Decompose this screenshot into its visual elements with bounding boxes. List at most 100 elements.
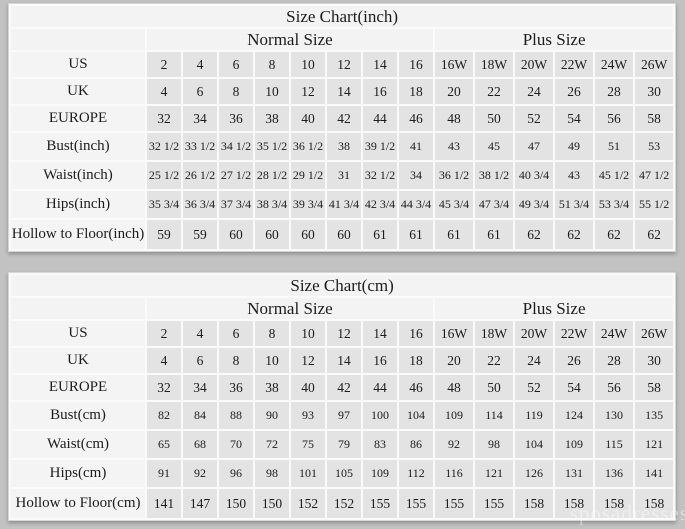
size-value-cell: 36: [219, 106, 253, 131]
size-value-cell: 62: [595, 220, 633, 249]
size-value-cell: 62: [555, 220, 593, 249]
size-value-cell: 25 1/2: [147, 162, 181, 189]
row-label: US: [11, 52, 145, 77]
size-value-cell: 100: [363, 402, 397, 429]
size-chart-cm-table: Size Chart(cm) Normal Size Plus Size US 2 4 6 8…: [8, 272, 677, 521]
size-value-cell: 32 1/2: [147, 133, 181, 160]
size-value-cell: 158: [635, 489, 674, 518]
table-row: Hollow to Floor(inch) 59 59 60 60 60 60 61 61 61 6…: [11, 220, 674, 249]
size-value-cell: 8: [255, 321, 289, 346]
size-value-cell: 24W: [595, 52, 633, 77]
size-value-cell: 45: [475, 133, 513, 160]
size-value-cell: 116: [435, 460, 473, 487]
size-value-cell: 60: [291, 220, 325, 249]
size-value-cell: 44: [363, 106, 397, 131]
size-value-cell: 48: [435, 106, 473, 131]
size-value-cell: 26: [555, 348, 593, 373]
size-value-cell: 83: [363, 431, 397, 458]
size-value-cell: 54: [555, 106, 593, 131]
size-value-cell: 104: [515, 431, 553, 458]
size-value-cell: 46: [399, 106, 433, 131]
size-value-cell: 36: [219, 375, 253, 400]
size-value-cell: 14: [363, 321, 397, 346]
size-value-cell: 28: [595, 79, 633, 104]
row-label: Hips(inch): [11, 191, 145, 218]
table-row: Waist(cm) 65 68 70 72 75 79 83 86 92 98 104 109 115 12…: [11, 431, 674, 458]
size-value-cell: 109: [363, 460, 397, 487]
size-value-cell: 27 1/2: [219, 162, 253, 189]
size-value-cell: 18W: [475, 52, 513, 77]
row-label: Hollow to Floor(inch): [11, 220, 145, 249]
size-value-cell: 4: [183, 52, 217, 77]
size-value-cell: 61: [475, 220, 513, 249]
size-value-cell: 152: [327, 489, 361, 518]
size-value-cell: 60: [255, 220, 289, 249]
size-value-cell: 45 1/2: [595, 162, 633, 189]
size-value-cell: 10: [291, 321, 325, 346]
size-value-cell: 55 1/2: [635, 191, 674, 218]
size-value-cell: 60: [327, 220, 361, 249]
size-value-cell: 8: [219, 79, 253, 104]
size-value-cell: 6: [219, 52, 253, 77]
table-row: Hips(inch) 35 3/4 36 3/4 37 3/4 38 3/4 39 3/4…: [11, 191, 674, 218]
size-value-cell: 26W: [635, 52, 674, 77]
size-value-cell: 43: [435, 133, 473, 160]
table-row: UK 4 6 8 10 12 14 16 18 20 22 24 26 28 30: [11, 348, 674, 373]
size-value-cell: 68: [183, 431, 217, 458]
size-chart-inch-table: Size Chart(inch) Normal Size Plus Size US 2 4…: [8, 3, 677, 252]
column-group-plus-size: Plus Size: [435, 298, 674, 319]
size-value-cell: 53 3/4: [595, 191, 633, 218]
size-value-cell: 92: [435, 431, 473, 458]
size-value-cell: 31: [327, 162, 361, 189]
row-label: Waist(cm): [11, 431, 145, 458]
table-row: Bust(inch) 32 1/2 33 1/2 34 1/2 35 1/2 36 1/2…: [11, 133, 674, 160]
row-label: EUROPE: [11, 375, 145, 400]
size-value-cell: 54: [555, 375, 593, 400]
size-value-cell: 6: [183, 79, 217, 104]
size-value-cell: 37 3/4: [219, 191, 253, 218]
size-value-cell: 14: [327, 348, 361, 373]
table-row: Hollow to Floor(cm) 141 147 150 150 152 152 155…: [11, 489, 674, 518]
size-value-cell: 121: [475, 460, 513, 487]
row-label: Hollow to Floor(cm): [11, 489, 145, 518]
size-value-cell: 61: [435, 220, 473, 249]
size-value-cell: 60: [219, 220, 253, 249]
size-value-cell: 47: [515, 133, 553, 160]
size-value-cell: 114: [475, 402, 513, 429]
size-value-cell: 50: [475, 106, 513, 131]
size-value-cell: 46: [399, 375, 433, 400]
size-value-cell: 56: [595, 375, 633, 400]
size-value-cell: 36 1/2: [435, 162, 473, 189]
size-value-cell: 16: [399, 52, 433, 77]
size-value-cell: 91: [147, 460, 181, 487]
size-value-cell: 84: [183, 402, 217, 429]
size-value-cell: 109: [435, 402, 473, 429]
size-value-cell: 131: [555, 460, 593, 487]
row-label: US: [11, 321, 145, 346]
size-value-cell: 38 1/2: [475, 162, 513, 189]
size-value-cell: 2: [147, 52, 181, 77]
size-value-cell: 41 3/4: [327, 191, 361, 218]
size-value-cell: 36 1/2: [291, 133, 325, 160]
size-value-cell: 155: [399, 489, 433, 518]
size-value-cell: 155: [435, 489, 473, 518]
size-value-cell: 35 1/2: [255, 133, 289, 160]
size-value-cell: 115: [595, 431, 633, 458]
size-value-cell: 42: [327, 106, 361, 131]
table-row: Waist(inch) 25 1/2 26 1/2 27 1/2 28 1/2 29 1/…: [11, 162, 674, 189]
size-value-cell: 109: [555, 431, 593, 458]
size-value-cell: 49: [555, 133, 593, 160]
size-value-cell: 52: [515, 375, 553, 400]
size-value-cell: 28 1/2: [255, 162, 289, 189]
size-value-cell: 6: [219, 321, 253, 346]
size-value-cell: 155: [363, 489, 397, 518]
row-label: Waist(inch): [11, 162, 145, 189]
size-value-cell: 38 3/4: [255, 191, 289, 218]
size-value-cell: 34: [399, 162, 433, 189]
size-value-cell: 62: [635, 220, 674, 249]
size-value-cell: 16: [399, 321, 433, 346]
size-value-cell: 34 1/2: [219, 133, 253, 160]
size-value-cell: 141: [635, 460, 674, 487]
size-value-cell: 40 3/4: [515, 162, 553, 189]
